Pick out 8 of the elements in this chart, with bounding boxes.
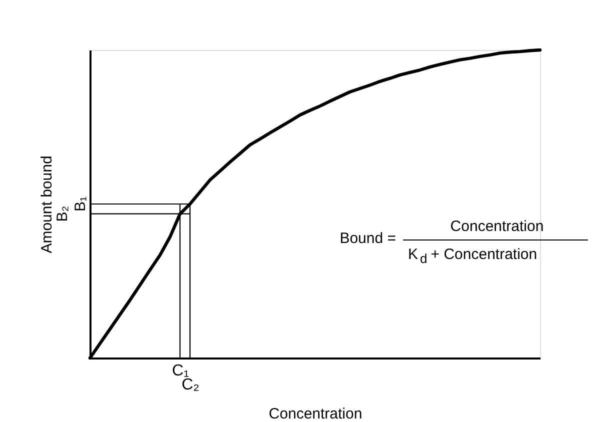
annotation: Concentration (450, 218, 544, 235)
text: B₂ (54, 206, 71, 222)
x-tick-label: C₁ (172, 362, 189, 380)
text: B₁ (72, 196, 89, 212)
annotation: Bound = (340, 230, 396, 247)
x-tick-label: C₂ (182, 376, 200, 394)
y-axis-title: Amount bound (38, 156, 56, 254)
x-axis-title: Concentration (268, 406, 362, 422)
